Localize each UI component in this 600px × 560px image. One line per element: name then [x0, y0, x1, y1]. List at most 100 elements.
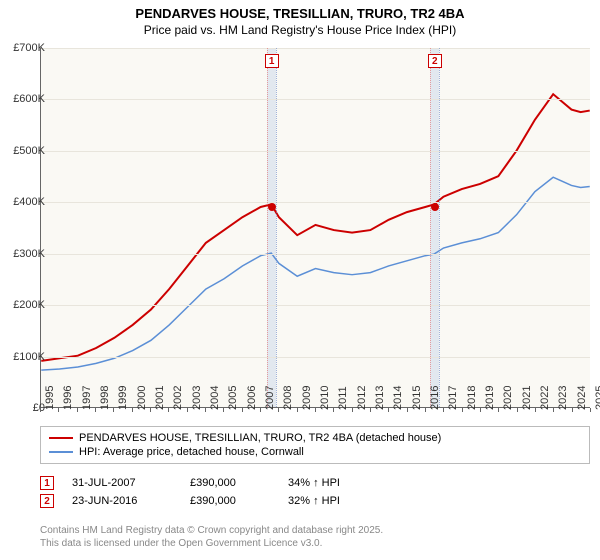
x-axis-label: 2020	[502, 386, 514, 410]
x-axis-label: 1997	[81, 386, 93, 410]
plot-area: 12	[40, 48, 590, 408]
x-tick	[205, 408, 206, 412]
x-axis-label: 2006	[246, 386, 258, 410]
x-tick	[223, 408, 224, 412]
x-axis-label: 1995	[44, 386, 56, 410]
y-axis-label: £500K	[13, 145, 45, 157]
highlight-edge	[267, 48, 268, 407]
x-axis-label: 1998	[99, 386, 111, 410]
chart-subtitle: Price paid vs. HM Land Registry's House …	[0, 21, 600, 37]
x-axis-label: 2004	[209, 386, 221, 410]
x-tick	[132, 408, 133, 412]
legend-swatch	[49, 451, 73, 453]
legend-swatch	[49, 437, 73, 439]
x-tick	[462, 408, 463, 412]
x-axis-label: 2002	[172, 386, 184, 410]
x-axis-label: 2015	[411, 386, 423, 410]
gridline	[41, 151, 590, 152]
x-tick	[498, 408, 499, 412]
x-tick	[40, 408, 41, 412]
x-axis-label: 2000	[136, 386, 148, 410]
sale-hpi: 34% ↑ HPI	[288, 477, 388, 489]
sale-row: 1 31-JUL-2007 £390,000 34% ↑ HPI	[40, 474, 388, 492]
sale-marker-2: 2	[428, 54, 442, 68]
x-tick	[278, 408, 279, 412]
x-tick	[315, 408, 316, 412]
x-axis-label: 2018	[466, 386, 478, 410]
legend-label: PENDARVES HOUSE, TRESILLIAN, TRURO, TR2 …	[79, 432, 441, 444]
x-axis-label: 2013	[374, 386, 386, 410]
x-axis-label: 2019	[484, 386, 496, 410]
x-axis-label: 2014	[392, 386, 404, 410]
legend-box: PENDARVES HOUSE, TRESILLIAN, TRURO, TR2 …	[40, 426, 590, 464]
y-axis-label: £400K	[13, 196, 45, 208]
x-tick	[480, 408, 481, 412]
sale-row-marker: 2	[40, 494, 54, 508]
sale-date: 31-JUL-2007	[72, 477, 172, 489]
x-tick	[297, 408, 298, 412]
x-axis-label: 2024	[576, 386, 588, 410]
x-axis-label: 2023	[557, 386, 569, 410]
x-tick	[58, 408, 59, 412]
x-tick	[352, 408, 353, 412]
sale-point	[268, 203, 276, 211]
sales-table: 1 31-JUL-2007 £390,000 34% ↑ HPI 2 23-JUN-201…	[40, 474, 388, 510]
x-axis-label: 2005	[227, 386, 239, 410]
legend-item: PENDARVES HOUSE, TRESILLIAN, TRURO, TR2 …	[49, 431, 581, 445]
x-axis-label: 2017	[447, 386, 459, 410]
x-tick	[77, 408, 78, 412]
sale-point	[431, 203, 439, 211]
line-series-layer	[41, 48, 590, 407]
x-tick	[553, 408, 554, 412]
series-line	[41, 94, 589, 361]
sale-marker-1: 1	[265, 54, 279, 68]
x-axis-label: 2008	[282, 386, 294, 410]
gridline	[41, 357, 590, 358]
chart-title: PENDARVES HOUSE, TRESILLIAN, TRURO, TR2 …	[0, 0, 600, 21]
x-tick	[150, 408, 151, 412]
sale-price: £390,000	[190, 477, 270, 489]
x-tick	[407, 408, 408, 412]
sale-row-marker: 1	[40, 476, 54, 490]
sale-date: 23-JUN-2016	[72, 495, 172, 507]
x-tick	[113, 408, 114, 412]
legend: PENDARVES HOUSE, TRESILLIAN, TRURO, TR2 …	[40, 426, 590, 464]
sale-price: £390,000	[190, 495, 270, 507]
x-axis-label: 2003	[191, 386, 203, 410]
x-tick	[242, 408, 243, 412]
x-axis-label: 2012	[356, 386, 368, 410]
x-axis-label: 1999	[117, 386, 129, 410]
x-axis-label: 2010	[319, 386, 331, 410]
sale-row: 223-JUN-2016£390,00032% ↑ HPI	[40, 492, 388, 510]
x-axis-label: 2001	[154, 386, 166, 410]
x-axis-label: 1996	[62, 386, 74, 410]
attribution-line1: Contains HM Land Registry data © Crown c…	[40, 524, 383, 537]
x-axis-label: 2022	[539, 386, 551, 410]
legend-item: HPI: Average price, detached house, Corn…	[49, 445, 581, 459]
y-axis-label: £100K	[13, 351, 45, 363]
x-tick	[517, 408, 518, 412]
y-axis-label: £200K	[13, 299, 45, 311]
y-axis-label: £700K	[13, 42, 45, 54]
gridline	[41, 99, 590, 100]
x-tick	[388, 408, 389, 412]
attribution: Contains HM Land Registry data © Crown c…	[40, 524, 383, 550]
x-tick	[95, 408, 96, 412]
x-tick	[572, 408, 573, 412]
x-axis-label: 2021	[521, 386, 533, 410]
gridline	[41, 305, 590, 306]
x-axis-label: 2009	[301, 386, 313, 410]
highlight-edge	[430, 48, 431, 407]
attribution-line2: This data is licensed under the Open Gov…	[40, 537, 383, 550]
highlight-edge	[439, 48, 440, 407]
series-line	[41, 177, 589, 370]
legend-label: HPI: Average price, detached house, Corn…	[79, 446, 304, 458]
x-axis-label: 2011	[337, 386, 349, 410]
x-tick	[260, 408, 261, 412]
x-tick	[590, 408, 591, 412]
gridline	[41, 202, 590, 203]
x-tick	[443, 408, 444, 412]
chart-container: PENDARVES HOUSE, TRESILLIAN, TRURO, TR2 …	[0, 0, 600, 560]
gridline	[41, 254, 590, 255]
x-tick	[370, 408, 371, 412]
